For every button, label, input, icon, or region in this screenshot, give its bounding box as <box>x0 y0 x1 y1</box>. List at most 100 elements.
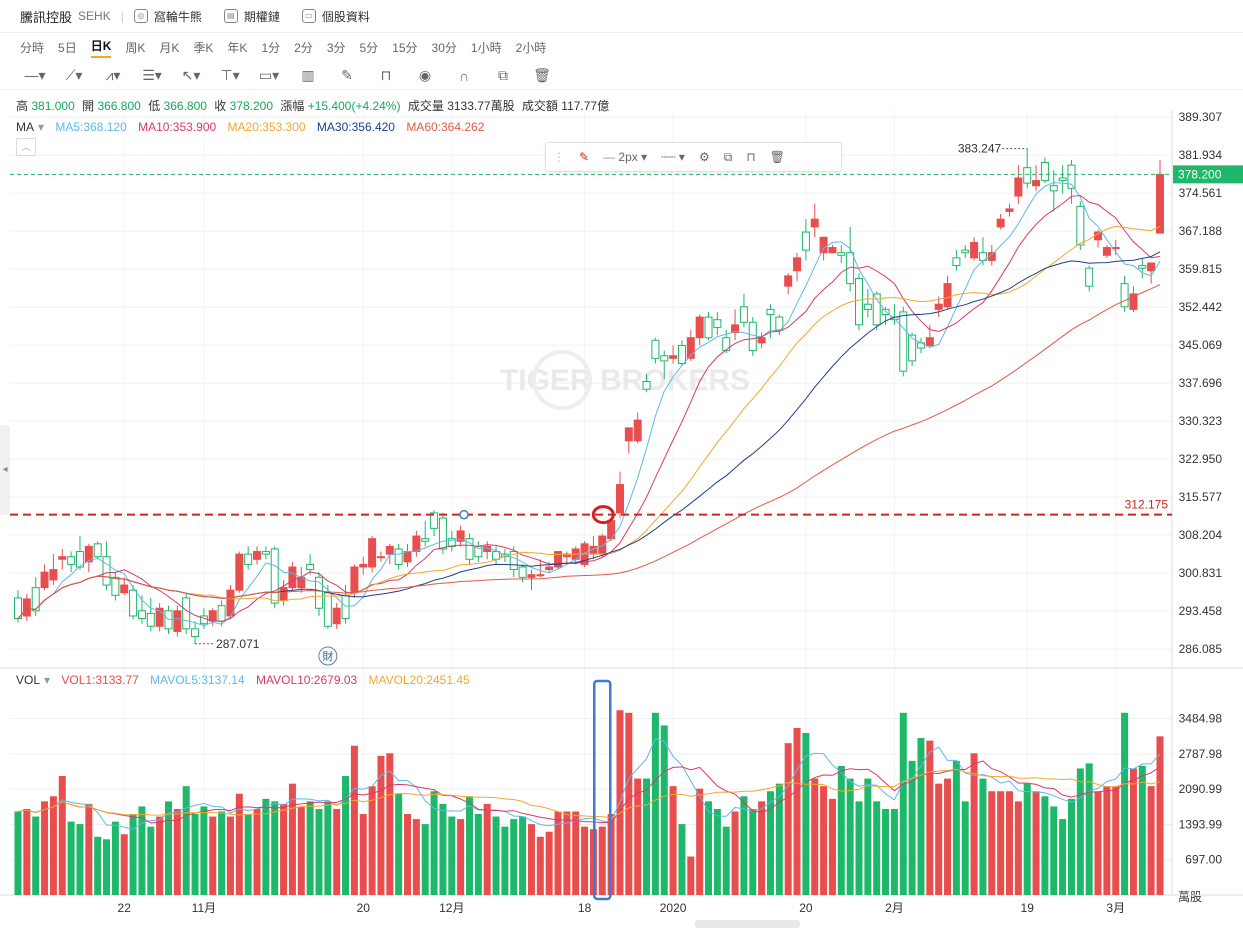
candle-body <box>208 610 217 622</box>
candle-body <box>757 337 766 344</box>
candle-body <box>350 566 359 594</box>
line-style-selector[interactable]: ┄┄ ▾ <box>661 150 685 164</box>
volume-bar <box>873 801 881 895</box>
volume-bar <box>536 836 544 895</box>
duplicate-icon[interactable]: ⧉ <box>723 149 733 164</box>
ma60-line <box>17 284 1161 619</box>
volume-bar <box>563 811 571 895</box>
period-tab-13[interactable]: 1小時 <box>470 40 502 55</box>
candle-body <box>748 321 757 352</box>
period-tab-5[interactable]: 季K <box>193 40 214 55</box>
candle-body <box>279 587 288 602</box>
drawing-toolbar: —▾ ⟋▾ ⩘▾ ☰▾ ↖▾ ⊤▾ ▭▾ ▥ ✎ ⊓ ◉ ∩ ⧉ 🗑 <box>0 62 1243 90</box>
candle-body <box>412 535 421 553</box>
line-width-selector[interactable]: — 2px ▾ <box>603 150 648 164</box>
period-tab-11[interactable]: 15分 <box>392 40 418 55</box>
drag-handle-icon[interactable]: ⋮ <box>553 150 565 164</box>
ma-dropdown-icon[interactable]: ▾ <box>38 120 45 134</box>
volume-bar <box>908 760 916 895</box>
volume-bar <box>94 836 102 895</box>
volume-bar <box>669 786 677 895</box>
trend-tool-icon[interactable]: ⟋▾ <box>65 67 83 83</box>
period-tab-0[interactable]: 分時 <box>20 40 45 55</box>
warrants-link[interactable]: ◎ 窩輪牛熊 <box>133 8 202 25</box>
magnet-icon[interactable]: ∩ <box>458 67 470 84</box>
fib-tool-icon[interactable]: ☰▾ <box>142 67 162 83</box>
ma-title[interactable]: MA <box>16 120 34 134</box>
stock-profile-link[interactable]: ▭ 個股資料 <box>301 8 370 25</box>
volume-tick-label: 697.00 <box>1185 853 1222 867</box>
exchange-code: SEHK <box>78 9 111 23</box>
options-chain-link[interactable]: ▤ 期權鏈 <box>223 8 280 25</box>
period-tab-4[interactable]: 月K <box>159 40 180 55</box>
volume-bar <box>1067 798 1075 895</box>
volume-bar <box>581 826 589 895</box>
volume-bar <box>784 743 792 895</box>
candle-body <box>1067 164 1076 189</box>
pen-icon[interactable]: ✎ <box>341 67 353 83</box>
period-tab-12[interactable]: 30分 <box>431 40 457 55</box>
candle-body <box>952 257 961 267</box>
candle-body <box>492 551 501 560</box>
watermark-text: TIGER BROKERS <box>500 364 750 397</box>
wave-tool-icon[interactable]: ⩘▾ <box>105 67 121 83</box>
color-pen-icon[interactable]: ✎ <box>579 150 590 164</box>
line-tool-icon[interactable]: —▾ <box>24 67 46 83</box>
settings-icon[interactable]: ⚙ <box>698 150 710 164</box>
volume-bar <box>85 803 93 895</box>
bar-tool-icon[interactable]: ▥ <box>301 67 315 83</box>
volume-bar <box>156 816 164 895</box>
x-tick-label: 20 <box>799 901 813 915</box>
price-tick-label: 330.323 <box>1179 414 1223 428</box>
candle-body <box>562 553 571 558</box>
volume-highlight-box <box>593 679 612 901</box>
volume-bar <box>855 801 863 895</box>
candle-body <box>731 324 740 334</box>
volume-bar <box>421 824 429 895</box>
period-tab-2[interactable]: 日K <box>90 37 112 58</box>
period-tabs: 分時 5日 日K 周K 月K 季K 年K 1分 2分 3分 5分 15分 30分 1小時 2小時 <box>0 33 560 61</box>
candle-body <box>341 594 350 620</box>
label-tool-icon[interactable]: ▭▾ <box>258 67 280 83</box>
period-tab-14[interactable]: 2小時 <box>515 40 547 55</box>
volume-bar <box>687 856 695 895</box>
period-tab-6[interactable]: 年K <box>227 40 248 55</box>
arrow-tool-icon[interactable]: ↖▾ <box>181 67 201 83</box>
vol-title[interactable]: VOL <box>16 673 41 687</box>
volume-bar <box>1041 796 1049 895</box>
lock-icon[interactable]: ⊓ <box>380 67 392 83</box>
eye-icon[interactable]: ◉ <box>418 67 432 83</box>
candle-body <box>67 556 76 565</box>
period-tab-7[interactable]: 1分 <box>261 40 281 55</box>
copy-icon[interactable]: ⧉ <box>498 67 508 83</box>
earnings-marker-label: 財 <box>322 649 333 663</box>
volume-bar <box>386 753 394 895</box>
earnings-marker-icon <box>318 646 338 666</box>
delete-icon[interactable]: 🗑 <box>769 150 785 164</box>
text-tool-icon[interactable]: ⊤▾ <box>220 67 240 83</box>
candle-body <box>40 571 49 589</box>
unlock-icon[interactable]: ⊓ <box>746 150 756 164</box>
candle-body <box>1102 247 1111 256</box>
candle-body <box>323 592 332 627</box>
vol-dropdown-icon[interactable]: ▾ <box>44 673 51 687</box>
period-tab-3[interactable]: 周K <box>125 40 146 55</box>
volume-bar <box>1032 791 1040 895</box>
volume-bar <box>1023 783 1031 895</box>
side-collapse-handle[interactable]: ◂ <box>0 425 10 515</box>
candle-body <box>527 574 536 578</box>
candle-body <box>987 252 996 261</box>
collapse-icon[interactable]: ︿ <box>16 138 36 156</box>
volume-bar <box>1014 801 1022 895</box>
candle-body <box>438 517 447 550</box>
period-tab-8[interactable]: 2分 <box>294 40 313 55</box>
period-tab-9[interactable]: 3分 <box>326 40 346 55</box>
candle-body <box>306 563 315 571</box>
chart-scrollbar[interactable] <box>695 920 800 928</box>
period-tab-10[interactable]: 5分 <box>359 40 379 55</box>
period-tab-1[interactable]: 5日 <box>58 40 77 55</box>
volume-bar <box>501 826 509 895</box>
trash-icon[interactable]: 🗑 <box>533 67 551 83</box>
volume-unit-label: 萬股 <box>1178 890 1202 904</box>
